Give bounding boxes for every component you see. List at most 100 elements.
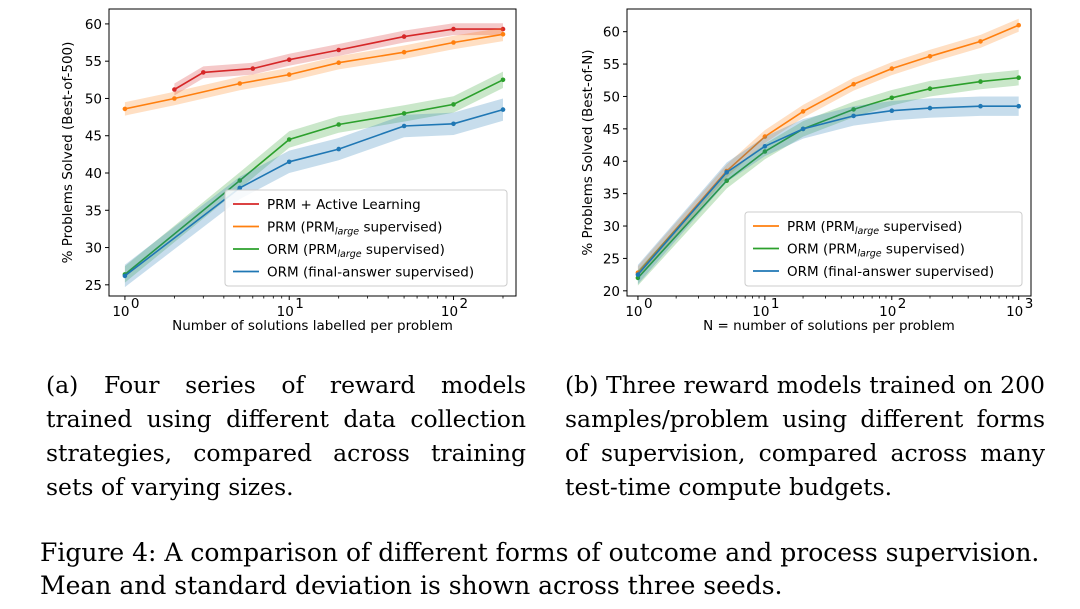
series-orm-prmlarge-supervised bbox=[122, 71, 506, 283]
legend-label: PRM (PRMlarge supervised) bbox=[267, 220, 442, 238]
data-point bbox=[1016, 103, 1021, 109]
data-point bbox=[889, 95, 895, 101]
data-point bbox=[336, 122, 342, 127]
data-point bbox=[401, 34, 407, 39]
data-point bbox=[237, 81, 243, 86]
data-point bbox=[336, 146, 342, 152]
legend-label: ORM (PRMlarge supervised) bbox=[787, 242, 965, 260]
std-band bbox=[124, 98, 504, 288]
data-point bbox=[800, 109, 806, 114]
legend-box bbox=[224, 189, 508, 287]
data-point bbox=[500, 26, 506, 32]
legend-label: PRM + Active Learning bbox=[267, 197, 421, 213]
x-axis-label: N = number of solutions per problem bbox=[703, 318, 955, 334]
data-point bbox=[724, 178, 729, 183]
data-point bbox=[286, 72, 292, 77]
y-tick-label: 40 bbox=[85, 166, 102, 182]
data-point bbox=[500, 107, 506, 112]
data-point bbox=[500, 32, 506, 37]
std-band bbox=[124, 27, 504, 116]
x-tick-exponent: 0 bbox=[644, 296, 653, 312]
data-point bbox=[762, 144, 768, 149]
series-line bbox=[124, 33, 504, 110]
x-tick-exponent: 0 bbox=[131, 296, 140, 312]
y-tick-label: 20 bbox=[603, 284, 620, 300]
y-tick-label: 50 bbox=[85, 91, 102, 107]
y-tick-label: 50 bbox=[603, 89, 620, 105]
x-tick-exponent: 2 bbox=[460, 296, 469, 312]
data-point bbox=[978, 39, 983, 44]
data-point bbox=[451, 121, 456, 127]
series-prm-active-learning bbox=[172, 23, 506, 96]
data-point bbox=[250, 66, 256, 71]
x-tick-exponent: 1 bbox=[771, 296, 780, 312]
data-point bbox=[851, 107, 856, 112]
y-axis-label: % Problems Solved (Best-of-500) bbox=[60, 42, 76, 264]
x-axis-label: Number of solutions labelled per problem bbox=[172, 318, 453, 334]
x-tick-exponent: 3 bbox=[1025, 296, 1034, 312]
data-point bbox=[1016, 22, 1021, 28]
series-orm-prmlarge-supervised bbox=[635, 69, 1021, 286]
data-point bbox=[286, 159, 292, 165]
legend: PRM (PRMlarge supervised) ORM (PRMlarge s… bbox=[744, 211, 1023, 287]
series-line bbox=[173, 28, 503, 91]
data-point bbox=[1016, 75, 1021, 80]
std-band bbox=[174, 23, 503, 96]
figure-caption-line-1: Figure 4: A comparison of different form… bbox=[40, 538, 1040, 567]
y-tick-label: 45 bbox=[85, 129, 102, 145]
data-point bbox=[851, 81, 856, 87]
data-point bbox=[172, 96, 177, 101]
std-band bbox=[637, 18, 1019, 280]
legend-label: PRM (PRMlarge supervised) bbox=[787, 219, 962, 237]
data-point bbox=[762, 134, 768, 139]
data-point bbox=[851, 113, 856, 119]
data-point bbox=[336, 47, 342, 53]
x-tick-exponent: 2 bbox=[898, 296, 907, 312]
x-tick-label: 10 bbox=[112, 304, 129, 320]
data-point bbox=[401, 111, 407, 116]
std-band bbox=[637, 96, 1019, 285]
data-point bbox=[978, 79, 983, 84]
std-band bbox=[124, 71, 504, 283]
data-point bbox=[889, 66, 895, 71]
data-point bbox=[978, 103, 983, 109]
data-point bbox=[401, 49, 407, 55]
data-point bbox=[635, 275, 641, 281]
y-tick-label: 35 bbox=[603, 187, 620, 203]
y-tick-label: 30 bbox=[603, 219, 620, 235]
data-point bbox=[451, 40, 456, 45]
data-point bbox=[237, 185, 243, 191]
y-tick-label: 60 bbox=[85, 17, 102, 33]
y-tick-label: 55 bbox=[85, 54, 102, 70]
y-tick-label: 25 bbox=[85, 278, 102, 294]
legend-label: ORM (final-answer supervised) bbox=[267, 265, 474, 281]
y-tick-label: 60 bbox=[603, 25, 620, 41]
series-orm-final-answer-supervised bbox=[635, 96, 1021, 285]
legend-label: ORM (final-answer supervised) bbox=[787, 264, 994, 280]
data-point bbox=[451, 26, 456, 32]
data-point bbox=[927, 54, 933, 59]
data-point bbox=[286, 57, 292, 62]
data-point bbox=[336, 60, 342, 65]
data-point bbox=[401, 123, 407, 129]
data-point bbox=[172, 87, 177, 92]
x-tick-label: 10 bbox=[441, 304, 458, 320]
caption-b: (b) Three reward models trained on 200 s… bbox=[565, 371, 1045, 501]
data-point bbox=[889, 108, 895, 113]
figure-caption: Figure 4: A comparison of different form… bbox=[40, 536, 1070, 602]
y-tick-label: 45 bbox=[603, 122, 620, 138]
std-band bbox=[637, 69, 1019, 286]
data-point bbox=[122, 273, 128, 279]
data-point bbox=[635, 272, 641, 277]
data-point bbox=[800, 126, 806, 132]
data-point bbox=[122, 106, 128, 112]
data-point bbox=[500, 77, 506, 83]
y-tick-label: 55 bbox=[603, 57, 620, 73]
legend: PRM + Active Learning PRM (PRMlarge super… bbox=[224, 189, 508, 287]
x-tick-label: 10 bbox=[1006, 304, 1023, 320]
x-tick-label: 10 bbox=[277, 304, 294, 320]
data-point bbox=[927, 105, 933, 111]
data-point bbox=[762, 149, 768, 154]
y-tick-label: 25 bbox=[603, 251, 620, 267]
